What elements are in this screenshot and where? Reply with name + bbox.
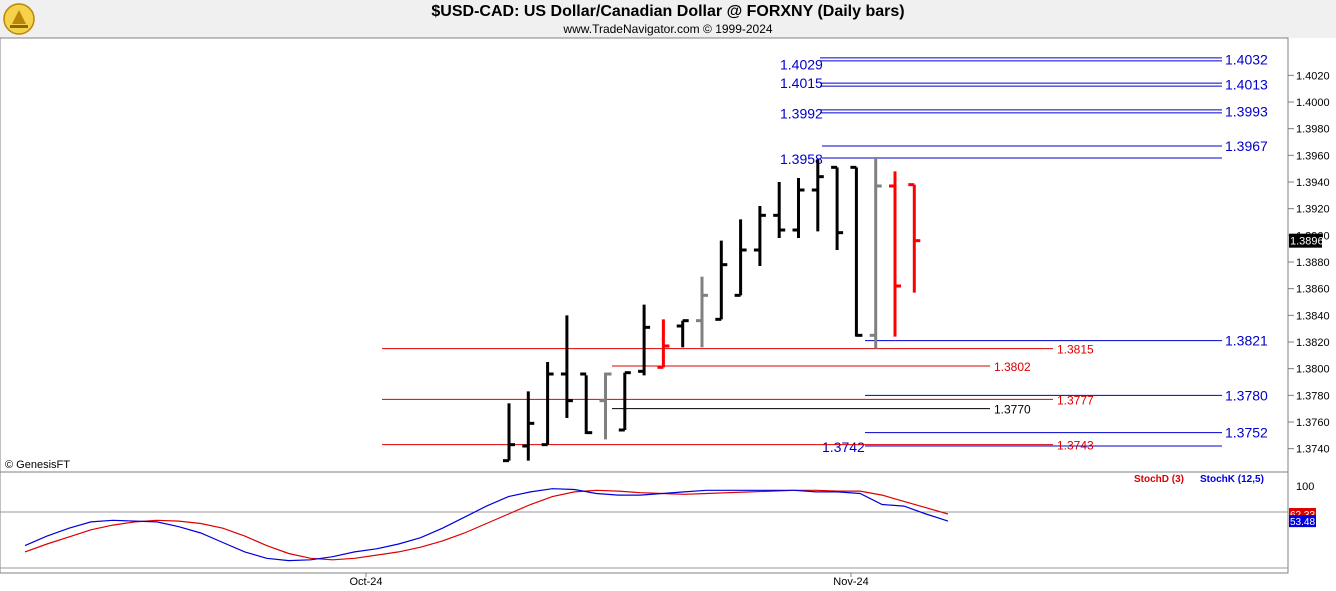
ohlc-bar	[792, 178, 805, 238]
stoch-k-line	[24, 488, 949, 562]
price-tick-label: 1.3840	[1296, 310, 1330, 322]
last-price-box	[1289, 233, 1322, 248]
price-tick-label: 1.3960	[1296, 150, 1330, 162]
chart-title: $USD-CAD: US Dollar/Canadian Dollar @ FO…	[431, 3, 905, 20]
ohlc-bar	[753, 206, 766, 266]
ohlc-bar	[773, 182, 786, 238]
level-label-red: 1.3802	[994, 360, 1031, 374]
level-label-blue: 1.4029	[780, 56, 823, 72]
level-label-blue: 1.3993	[1225, 103, 1268, 119]
copyright-label: © GenesisFT	[5, 459, 70, 471]
time-tick-label: Oct-24	[349, 576, 382, 588]
ohlc-bar	[715, 240, 728, 321]
price-tick-label: 1.4020	[1296, 70, 1330, 82]
last-price-label: 1.3896	[1290, 236, 1324, 248]
price-tick-label: 1.3820	[1296, 337, 1330, 349]
ohlc-bar	[696, 276, 708, 348]
level-label-blue: 1.3780	[1225, 387, 1268, 403]
level-label-blue: 1.3752	[1225, 425, 1268, 441]
level-label-blue: 1.3967	[1225, 138, 1268, 154]
level-label-red: 1.3815	[1057, 343, 1094, 357]
level-label-black: 1.3770	[994, 403, 1031, 417]
chart-subtitle: www.TradeNavigator.com © 1999-2024	[563, 22, 773, 36]
price-tick-label: 1.3860	[1296, 284, 1330, 296]
ohlc-bar	[618, 371, 631, 432]
ohlc-bar	[676, 319, 689, 348]
level-label-blue: 1.3742	[822, 439, 865, 455]
stoch-last-box	[1289, 515, 1316, 528]
ohlc-bar	[503, 403, 515, 463]
ohlc-bar	[657, 319, 670, 369]
price-tick-label: 1.3940	[1296, 177, 1330, 189]
price-tick-label: 1.3760	[1296, 417, 1330, 429]
legend-stoch-d: StochD (3)	[1134, 474, 1184, 485]
ohlc-bar	[522, 391, 535, 461]
ohlc-bar	[541, 362, 554, 447]
ohlc-bar	[869, 158, 882, 349]
price-tick-label: 1.3780	[1296, 390, 1330, 402]
stoch-d-line	[24, 489, 949, 561]
price-tick-label: 1.3800	[1296, 364, 1330, 376]
ohlc-bar	[734, 219, 747, 297]
ohlc-bar	[811, 159, 824, 232]
legend-stoch-k: StochK (12,5)	[1200, 474, 1264, 485]
ohlc-bar	[580, 372, 593, 435]
ohlc-bar	[889, 171, 901, 337]
level-label-blue: 1.4013	[1225, 77, 1268, 93]
ohlc-bar	[560, 315, 573, 418]
price-tick-label: 1.3740	[1296, 444, 1330, 456]
stoch-last-label: 53.48	[1290, 517, 1315, 528]
time-tick-label: Nov-24	[833, 576, 868, 588]
price-tick-label: 1.4000	[1296, 97, 1330, 109]
ohlc-bar	[831, 165, 844, 250]
stoch-tick-label: 100	[1296, 481, 1314, 493]
level-label-red: 1.3743	[1057, 439, 1094, 453]
genesis-logo-icon	[3, 3, 35, 35]
level-label-blue: 1.3958	[780, 151, 823, 167]
chart-header	[0, 0, 1336, 38]
level-label-blue: 1.4015	[780, 75, 823, 91]
price-tick-label: 1.3880	[1296, 257, 1330, 269]
price-tick-label: 1.3920	[1296, 204, 1330, 216]
ohlc-bar	[638, 304, 651, 376]
ohlc-bar	[599, 372, 612, 440]
level-label-blue: 1.3992	[780, 106, 823, 122]
ohlc-bar	[908, 183, 921, 293]
level-label-blue: 1.3821	[1225, 333, 1268, 349]
ohlc-bar	[850, 165, 863, 337]
price-tick-label: 1.3980	[1296, 124, 1330, 136]
level-label-red: 1.3777	[1057, 393, 1094, 407]
level-label-blue: 1.4032	[1225, 51, 1268, 67]
